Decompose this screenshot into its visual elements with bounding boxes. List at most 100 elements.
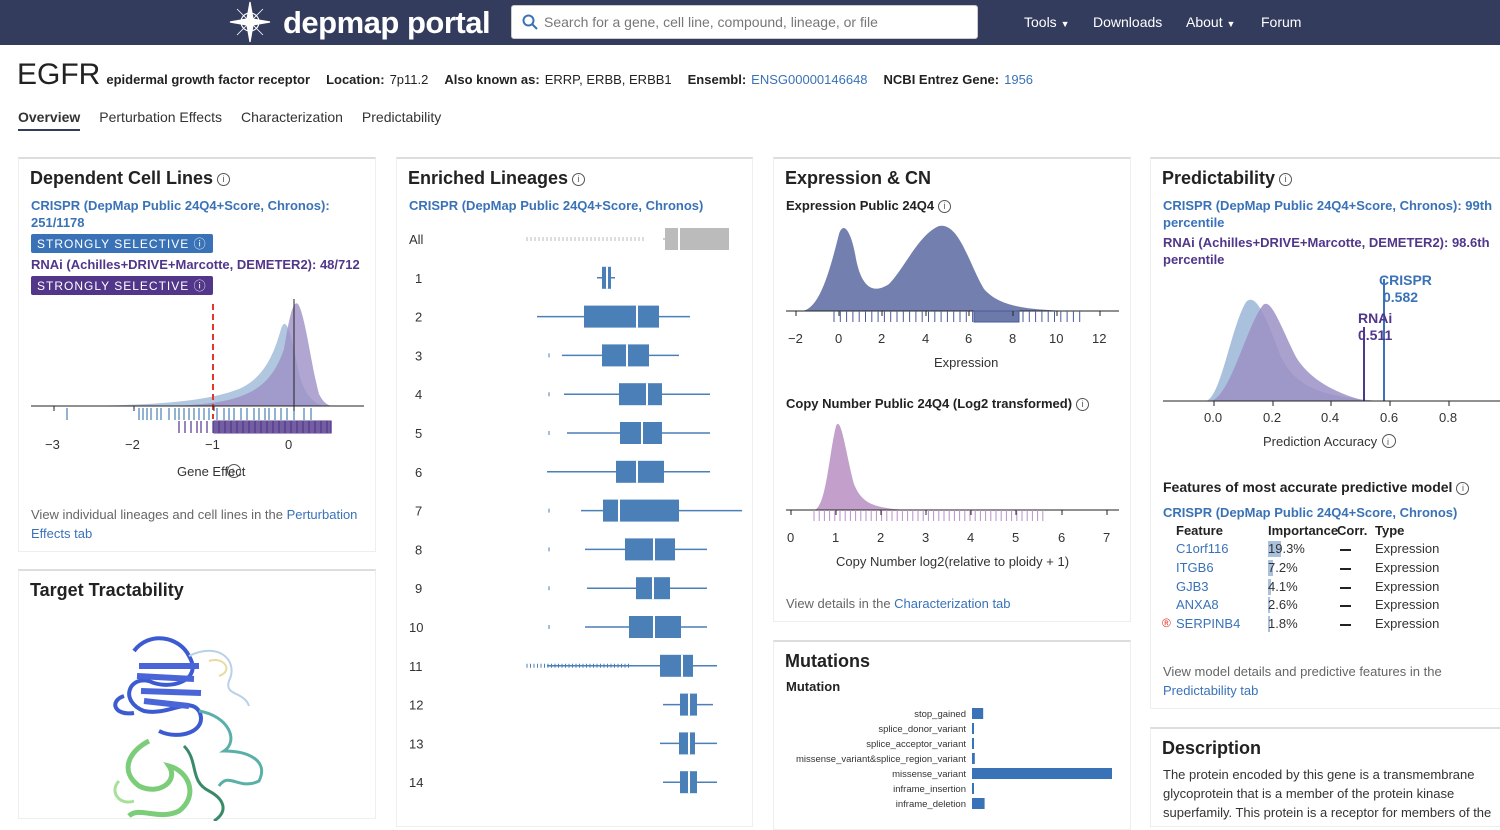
nav-tools[interactable]: Tools ▼ <box>1024 14 1070 30</box>
importance-bar <box>1268 616 1270 633</box>
importance-bar <box>1268 578 1271 595</box>
tab-perturbation-effects[interactable]: Perturbation Effects <box>99 109 222 125</box>
box[interactable] <box>603 499 679 522</box>
feature-name-link[interactable]: ITGB6 <box>1176 559 1214 575</box>
aka-value: ERRP, ERBB, ERBB1 <box>544 72 672 87</box>
x-tick-label: 3 <box>922 530 929 545</box>
mutation-bar[interactable] <box>972 738 974 749</box>
x-tick-label: 0 <box>787 530 794 545</box>
info-icon[interactable]: i <box>1456 481 1470 495</box>
info-icon[interactable]: i <box>1076 398 1090 412</box>
logo[interactable]: depmap portal <box>215 0 491 45</box>
lineages-subtitle: CRISPR (DepMap Public 24Q4+Score, Chrono… <box>409 198 704 213</box>
rnai-percentile: RNAi (Achilles+DRIVE+Marcotte, DEMETER2)… <box>1163 235 1490 250</box>
mutation-bar[interactable] <box>972 798 985 809</box>
x-tick-label: −3 <box>45 437 60 452</box>
rnai-rug-band <box>213 420 332 434</box>
search-box[interactable] <box>511 5 978 39</box>
ensembl-link[interactable]: ENSG00000146648 <box>751 72 868 87</box>
x-tick-label: 5 <box>1012 530 1019 545</box>
info-icon[interactable]: i <box>217 172 231 186</box>
feature-name-link[interactable]: ANXA8 <box>1176 597 1219 613</box>
info-icon[interactable]: i <box>1382 434 1396 448</box>
feature-name-link[interactable]: GJB3 <box>1176 578 1209 594</box>
card-title: Mutations <box>785 651 870 671</box>
box[interactable] <box>665 228 729 250</box>
registered-icon: ® <box>1162 616 1171 631</box>
expression-cn-card: Expression & CN Expression Public 24Q4 i … <box>773 157 1131 622</box>
description-line: The protein encoded by this gene is a tr… <box>1163 767 1475 782</box>
perturbation-link[interactable]: Perturbation <box>286 507 358 522</box>
lineage-label: 8 <box>415 542 422 557</box>
dependent-footer-2: Effects tab <box>31 526 92 541</box>
crispr-percentile-2: percentile <box>1163 215 1225 230</box>
x-tick-label: 10 <box>1049 331 1063 346</box>
x-tick-label: 0 <box>285 437 292 452</box>
lineage-label: 10 <box>409 620 423 635</box>
rnai-selective-badge[interactable]: STRONGLY SELECTIVE ⓘ <box>31 276 213 295</box>
x-tick-label: −2 <box>125 437 140 452</box>
protein-structure-image <box>113 636 263 821</box>
chevron-down-icon: ▼ <box>1060 19 1070 29</box>
lineage-label: 1 <box>415 271 422 286</box>
mutation-bar[interactable] <box>972 708 984 719</box>
x-axis-label: Expression <box>934 355 998 370</box>
mutation-bar[interactable] <box>972 783 974 794</box>
mutation-category-label: missense_variant&splice_region_variant <box>796 754 966 765</box>
mutation-bar[interactable] <box>972 753 975 764</box>
predictability-tab-link[interactable]: Predictability tab <box>1163 683 1259 698</box>
lineage-label: 6 <box>415 465 422 480</box>
nav-about[interactable]: About ▼ <box>1186 14 1236 30</box>
tab-overview[interactable]: Overview <box>18 109 81 131</box>
info-icon[interactable]: i <box>938 200 952 214</box>
aka-label: Also known as: <box>444 72 540 87</box>
info-icon[interactable]: i <box>572 172 586 186</box>
tab-characterization[interactable]: Characterization <box>240 109 343 125</box>
entrez-link[interactable]: 1956 <box>1004 72 1034 87</box>
cn-subtitle: Copy Number Public 24Q4 (Log2 transforme… <box>786 396 1090 412</box>
lineage-label: 3 <box>415 348 422 363</box>
mutation-category-label: inframe_deletion <box>896 799 966 810</box>
gene-symbol: EGFR <box>17 58 101 91</box>
perturbation-effects-tab-link[interactable]: Effects tab <box>31 526 93 541</box>
svg-text:i: i <box>1387 437 1389 447</box>
info-icon[interactable]: i <box>227 464 241 478</box>
x-tick-label: 2 <box>877 530 884 545</box>
dependent-cell-lines-card: Dependent Cell Lines i CRISPR (DepMap Pub… <box>18 157 376 552</box>
x-axis-label: Prediction Accuracy <box>1263 434 1378 449</box>
mutation-category-label: missense_variant <box>892 769 966 780</box>
characterization-tab-link[interactable]: Characterization tab <box>894 596 1011 611</box>
location-label: Location: <box>326 72 385 87</box>
x-tick-label: 1 <box>832 530 839 545</box>
lineage-label: 12 <box>409 698 423 713</box>
corr-minus-icon <box>1340 586 1351 589</box>
box[interactable] <box>584 305 659 328</box>
lineage-label: 4 <box>415 387 422 402</box>
importance-value: 19.3% <box>1268 541 1305 556</box>
tab-predictability[interactable]: Predictability <box>361 109 442 125</box>
feature-name-link[interactable]: SERPINB4 <box>1176 616 1241 632</box>
nav-downloads[interactable]: Downloads <box>1093 14 1163 30</box>
x-tick-label: 4 <box>922 331 929 346</box>
box[interactable] <box>619 383 662 406</box>
crispr-selective-badge[interactable]: STRONGLY SELECTIVE ⓘ <box>31 234 213 253</box>
x-tick-label: 0.8 <box>1439 410 1457 425</box>
box[interactable] <box>660 654 693 677</box>
card-title: Description <box>1162 738 1262 758</box>
box[interactable] <box>616 460 664 483</box>
search-icon <box>522 14 538 30</box>
box[interactable] <box>625 538 675 561</box>
info-icon[interactable]: i <box>1279 172 1293 186</box>
feature-name-link[interactable]: C1orf116 <box>1176 541 1229 556</box>
feature-type: Expression <box>1375 578 1440 594</box>
lineage-label: 13 <box>409 736 423 751</box>
box[interactable] <box>602 344 649 367</box>
svg-text:i: i <box>232 467 234 477</box>
nav-forum[interactable]: Forum <box>1261 14 1302 30</box>
mutation-bar[interactable] <box>972 768 1112 779</box>
box[interactable] <box>679 732 695 755</box>
mutation-bar[interactable] <box>972 723 974 734</box>
x-ticks: −2 0 2 4 6 8 10 12 <box>788 311 1106 346</box>
crispr-density <box>34 323 324 406</box>
search-input[interactable] <box>544 14 964 30</box>
